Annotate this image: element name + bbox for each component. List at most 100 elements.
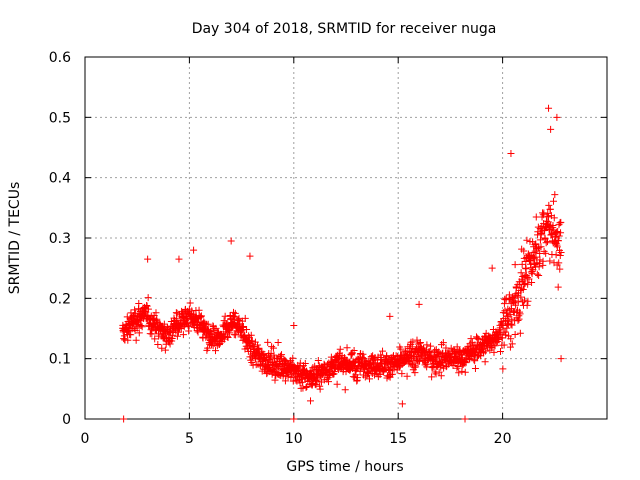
data-point [135, 300, 143, 308]
data-point [144, 255, 152, 263]
data-point [313, 377, 321, 385]
data-point [471, 357, 479, 365]
data-point [308, 367, 316, 375]
x-tick-label: 0 [81, 431, 90, 447]
data-point [497, 330, 505, 338]
data-point [502, 331, 510, 339]
data-point [246, 252, 254, 260]
data-point [120, 415, 128, 423]
data-point [545, 213, 553, 221]
data-point [287, 373, 295, 381]
data-point [542, 217, 550, 225]
data-point [190, 246, 198, 254]
data-point [248, 337, 256, 345]
data-point [379, 347, 387, 355]
data-point [549, 197, 557, 205]
data-point [523, 301, 531, 309]
data-point [361, 373, 369, 381]
data-point [212, 324, 220, 332]
data-point [168, 334, 176, 342]
data-point [263, 369, 271, 377]
data-point [278, 351, 286, 359]
data-point [148, 330, 156, 338]
data-point [458, 362, 466, 370]
data-point [268, 343, 276, 351]
data-point [267, 366, 275, 374]
data-point [343, 344, 351, 352]
data-point [461, 415, 469, 423]
data-point [474, 353, 482, 361]
data-point [453, 364, 461, 372]
data-point [160, 320, 168, 328]
data-point [314, 356, 322, 364]
data-point [397, 345, 405, 353]
data-point [303, 382, 311, 390]
data-point [515, 315, 523, 323]
data-point [520, 247, 528, 255]
data-point [161, 346, 169, 354]
data-point [341, 355, 349, 363]
data-point [350, 346, 358, 354]
data-point [549, 222, 557, 230]
data-point [554, 237, 562, 245]
data-point [254, 345, 262, 353]
data-point [309, 364, 317, 372]
data-point [174, 328, 182, 336]
data-point [523, 274, 531, 282]
data-point [290, 415, 298, 423]
data-point [281, 377, 289, 385]
data-point [512, 301, 520, 309]
data-point [412, 363, 420, 371]
data-point [201, 319, 209, 327]
data-point [442, 356, 450, 364]
data-point [173, 332, 181, 340]
data-point [534, 223, 542, 231]
data-point [204, 320, 212, 328]
data-point [511, 261, 519, 269]
data-point [437, 372, 445, 380]
data-point [510, 308, 518, 316]
data-point [432, 370, 440, 378]
data-point [301, 359, 309, 367]
data-point [175, 255, 183, 263]
data-point [224, 333, 232, 341]
data-point [398, 370, 406, 378]
data-point [407, 360, 415, 368]
data-point [411, 361, 419, 369]
data-point [335, 355, 343, 363]
data-point [154, 341, 162, 349]
data-point [302, 383, 310, 391]
data-point [556, 251, 564, 259]
data-point [532, 253, 540, 261]
data-point [383, 352, 391, 360]
data-point [365, 375, 373, 383]
data-point [506, 343, 514, 351]
data-point [517, 293, 525, 301]
x-tick-label: 15 [389, 431, 407, 447]
y-tick-label: 0 [62, 412, 71, 428]
data-point [542, 249, 550, 257]
y-tick-label: 0.3 [49, 231, 71, 247]
data-point [552, 233, 560, 241]
data-point [353, 377, 361, 385]
data-point [325, 378, 333, 386]
data-point [334, 354, 342, 362]
data-point [267, 349, 275, 357]
data-point [199, 334, 207, 342]
data-point [473, 334, 481, 342]
data-point [179, 331, 187, 339]
data-point [507, 150, 515, 158]
data-point [204, 344, 212, 352]
data-point [274, 339, 282, 347]
data-point [138, 323, 146, 331]
data-point [554, 283, 562, 291]
data-point [556, 265, 564, 273]
data-point [551, 233, 559, 241]
data-point [502, 294, 510, 302]
data-point [239, 323, 247, 331]
data-point [555, 232, 563, 240]
data-point [360, 356, 368, 364]
data-point [550, 214, 558, 222]
data-point [255, 344, 263, 352]
data-point [270, 351, 278, 359]
